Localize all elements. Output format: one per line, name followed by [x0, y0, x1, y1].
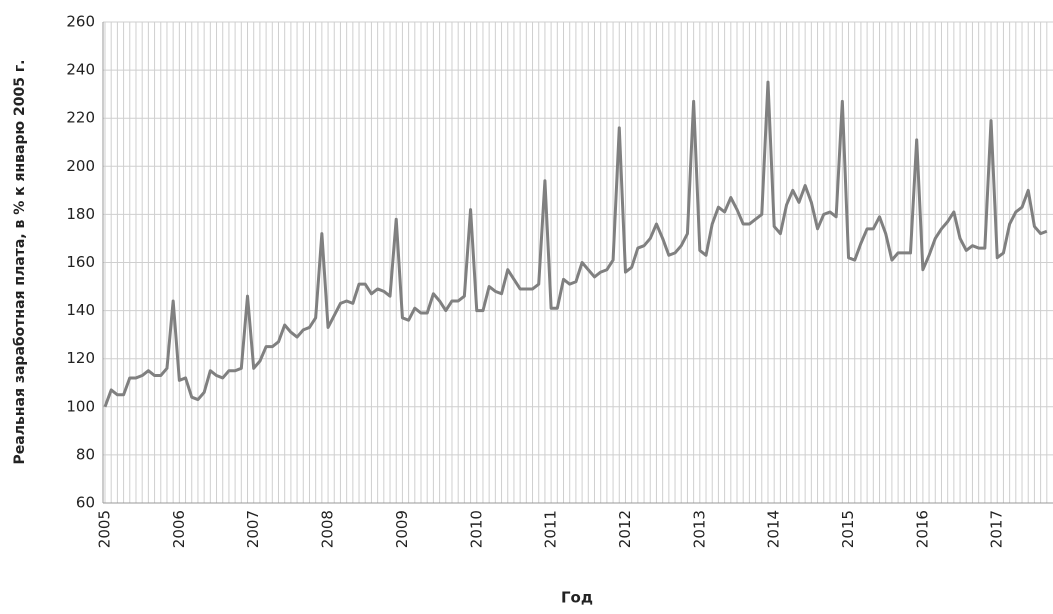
- x-tick-label: 2010: [467, 510, 485, 548]
- y-axis-title: Реальная заработная плата, в % к январю …: [12, 60, 28, 465]
- x-tick-label: 2006: [170, 510, 188, 548]
- x-tick-label: 2012: [616, 510, 634, 548]
- y-tick-label: 100: [66, 397, 95, 415]
- y-tick-label: 140: [66, 301, 95, 319]
- y-tick-label: 180: [66, 205, 95, 223]
- y-tick-label: 240: [66, 61, 95, 79]
- y-tick-label: 60: [76, 494, 95, 512]
- x-tick-label: 2005: [96, 510, 114, 548]
- x-tick-label: 2011: [542, 510, 560, 548]
- x-tick-label: 2008: [319, 510, 337, 548]
- y-tick-label: 200: [66, 157, 95, 175]
- x-tick-label: 2016: [913, 510, 931, 548]
- x-tick-label: 2017: [988, 510, 1006, 548]
- y-tick-label: 80: [76, 445, 95, 463]
- x-tick-label: 2015: [839, 510, 857, 548]
- data-line: [103, 80, 1048, 408]
- y-tick-label: 160: [66, 253, 95, 271]
- x-tick-label: 2013: [690, 510, 708, 548]
- y-tick-label: 120: [66, 349, 95, 367]
- y-tick-label: 260: [66, 13, 95, 31]
- x-tick-label: 2009: [393, 510, 411, 548]
- x-axis-title: Год: [561, 589, 593, 607]
- y-tick-label: 220: [66, 109, 95, 127]
- x-tick-label: 2014: [765, 510, 783, 548]
- x-tick-label: 2007: [244, 510, 262, 548]
